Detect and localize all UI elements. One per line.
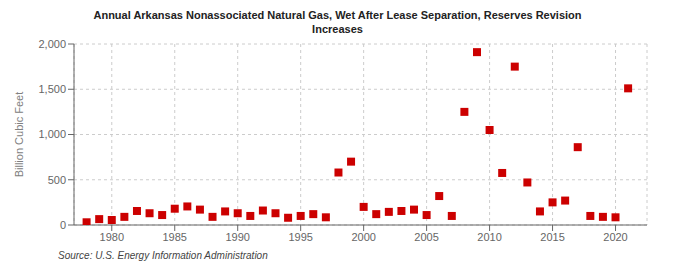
- svg-text:0: 0: [60, 219, 66, 231]
- html-text:Source: U.S. Energy Informatio: Source: U.S. Energy Information Administ…: [58, 250, 268, 261]
- html-text:Increases: Increases: [312, 23, 363, 35]
- svg-text:Billion Cubic Feet: Billion Cubic Feet: [13, 92, 25, 178]
- svg-text:2015: 2015: [540, 231, 564, 243]
- svg-text:1990: 1990: [225, 231, 249, 243]
- svg-text:500: 500: [48, 174, 66, 186]
- svg-text:1,000: 1,000: [38, 128, 66, 140]
- svg-text:2005: 2005: [414, 231, 438, 243]
- svg-text:2,000: 2,000: [38, 38, 66, 50]
- svg-text:2020: 2020: [603, 231, 627, 243]
- svg-text:2000: 2000: [351, 231, 375, 243]
- svg-text:1985: 1985: [163, 231, 187, 243]
- svg-text:1995: 1995: [288, 231, 312, 243]
- svg-text:1,500: 1,500: [38, 83, 66, 95]
- svg-text:1980: 1980: [100, 231, 124, 243]
- html-text:Annual Arkansas Nonassociated: Annual Arkansas Nonassociated Natural Ga…: [93, 9, 582, 21]
- svg-text:2010: 2010: [477, 231, 501, 243]
